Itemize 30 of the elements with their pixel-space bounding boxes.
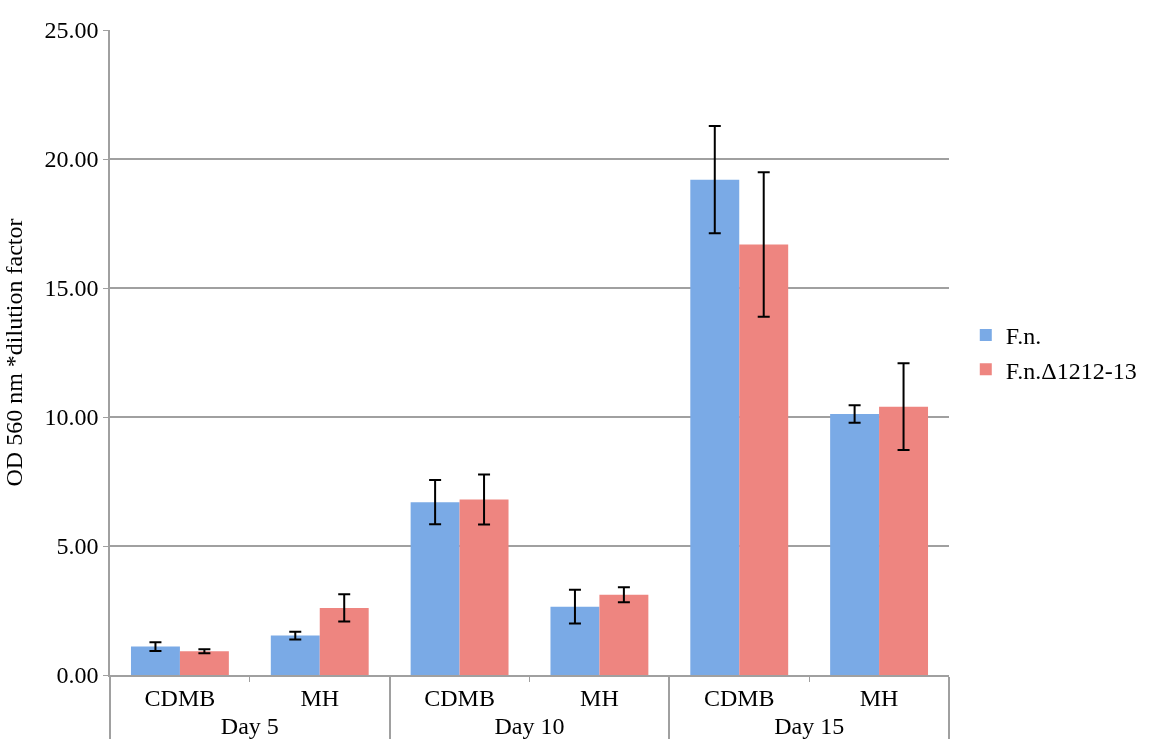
y-tick-label: 20.00 [44, 146, 99, 173]
bar [599, 594, 649, 675]
bar [179, 651, 229, 675]
x-tick-label: MH [580, 684, 619, 711]
bar [830, 413, 880, 675]
x-tick-label: CDMB [144, 684, 216, 711]
bar [410, 502, 460, 675]
y-tick-label: 10.00 [44, 404, 99, 431]
text: Day 5 [220, 712, 279, 739]
bar [459, 499, 509, 675]
y-tick-label: 25.00 [44, 17, 99, 44]
y-tick-label: 15.00 [44, 275, 99, 302]
x-tick-label: CDMB [424, 684, 495, 711]
x-tick-label: CDMB [703, 684, 775, 711]
bar [319, 607, 369, 675]
text: Day 15 [774, 712, 845, 739]
y-tick-label: 0.00 [56, 662, 99, 689]
bar [739, 244, 789, 675]
bar [270, 635, 320, 675]
legend-label: F.n. [1005, 323, 1042, 350]
text: Day 10 [494, 712, 565, 739]
y-axis-title: OD 560 nm *dilution factor [1, 218, 28, 487]
x-tick-label: MH [859, 684, 899, 711]
bar [130, 646, 180, 675]
bar [550, 606, 600, 675]
legend-label: F.n.Δ1212-13 [1005, 357, 1137, 384]
x-tick-label: MH [300, 684, 340, 711]
bar [690, 179, 740, 675]
bar [879, 406, 929, 675]
y-tick-label: 5.00 [56, 533, 99, 560]
